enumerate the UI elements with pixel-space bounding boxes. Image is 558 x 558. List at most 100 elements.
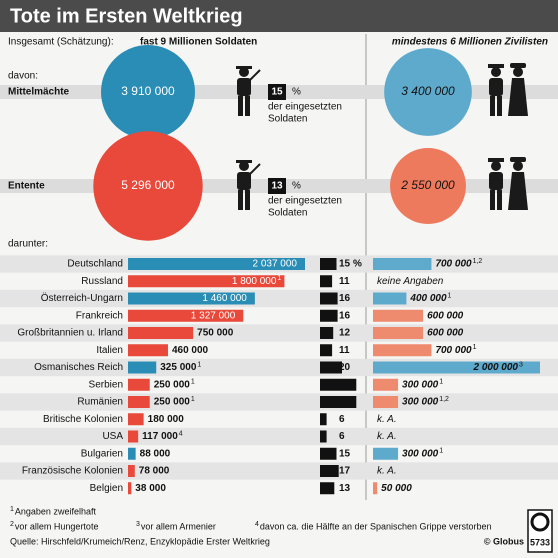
percent-sign: % bbox=[292, 181, 301, 192]
share-box bbox=[268, 178, 286, 194]
soldiers-label: 5 296 000 bbox=[121, 178, 175, 192]
civilians-bar bbox=[373, 309, 424, 322]
share-bar bbox=[320, 361, 342, 374]
footnote-text: vor allem Armenier bbox=[141, 521, 216, 531]
country-name: Britische Kolonien bbox=[43, 414, 123, 425]
soldiers-bar bbox=[128, 413, 144, 426]
share-value: 16 bbox=[339, 293, 351, 304]
footnote-text: vor allem Hungertote bbox=[15, 521, 99, 531]
civilians-label: 300 000 bbox=[402, 448, 439, 459]
civilians-label: 300 000 bbox=[402, 379, 439, 390]
footnote-text: Angaben zweifelhaft bbox=[15, 506, 97, 516]
footnote-ref: 1 bbox=[439, 448, 443, 455]
footnote-mark: 2 bbox=[10, 521, 14, 528]
civilians-bar bbox=[373, 327, 424, 339]
share-value: 33 bbox=[339, 379, 351, 390]
share-bar bbox=[320, 465, 339, 477]
footnote-ref: 1 bbox=[191, 379, 195, 386]
soldiers-bar bbox=[128, 447, 136, 460]
percent-sign: % bbox=[292, 87, 301, 98]
share-bar bbox=[320, 378, 357, 391]
group-name: Mittelmächte bbox=[8, 87, 70, 98]
share-value: 15 bbox=[271, 87, 283, 98]
country-name: Belgien bbox=[90, 483, 123, 494]
soldiers-label: 250 000 bbox=[154, 379, 191, 390]
country-name: USA bbox=[102, 431, 123, 442]
copyright: © Globus bbox=[484, 536, 524, 546]
civilians-label: 600 000 bbox=[427, 328, 464, 339]
civilians-circle bbox=[390, 148, 466, 224]
soldiers-bar bbox=[128, 465, 135, 477]
logo-mark bbox=[530, 512, 550, 532]
soldiers-bar bbox=[128, 378, 150, 391]
share-text: Soldaten bbox=[268, 114, 307, 125]
share-text: der eingesetzten bbox=[268, 196, 342, 207]
footnote-text: davon ca. die Hälfte an der Spanischen G… bbox=[260, 521, 492, 531]
percent-sign: % bbox=[353, 259, 362, 270]
civilians-label: 2 000 000 bbox=[473, 362, 519, 373]
share-bar bbox=[320, 396, 357, 408]
civilians-label: 700 000 bbox=[435, 259, 472, 270]
share-bar bbox=[320, 258, 337, 270]
share-value: 15 bbox=[339, 448, 351, 459]
country-name: Serbien bbox=[89, 379, 123, 390]
soldiers-label: 750 000 bbox=[197, 328, 234, 339]
civilians-bar bbox=[373, 447, 399, 460]
soldiers-label: 460 000 bbox=[172, 345, 209, 356]
soldiers-label: 2 037 000 bbox=[253, 259, 298, 270]
share-bar bbox=[320, 344, 333, 357]
globus-logo bbox=[527, 509, 553, 553]
footnote-ref: 3 bbox=[519, 361, 523, 368]
civilians-bar bbox=[373, 482, 378, 495]
soldiers-label: 325 000 bbox=[160, 362, 197, 373]
soldiers-label: 117 000 bbox=[142, 431, 178, 442]
share-text: Soldaten bbox=[268, 208, 307, 219]
footnote-mark: 3 bbox=[136, 521, 140, 528]
soldiers-bar bbox=[128, 482, 132, 495]
share-value: 15 bbox=[339, 259, 351, 270]
share-value: 11 bbox=[339, 276, 350, 287]
civilians-circle bbox=[384, 48, 472, 136]
civilians-label: k. A. bbox=[377, 466, 397, 477]
icons bbox=[236, 63, 528, 210]
civilians-label: k. A. bbox=[377, 414, 397, 425]
share-bar bbox=[320, 482, 335, 495]
footnote-ref: 1,2 bbox=[439, 396, 449, 403]
civilians-label: k. A. bbox=[377, 431, 397, 442]
country-name: Französische Kolonien bbox=[22, 466, 123, 477]
civilians-bar bbox=[373, 378, 399, 391]
share-bar bbox=[320, 447, 337, 460]
civilians-bar bbox=[373, 396, 399, 408]
share-bar bbox=[320, 275, 333, 288]
footnote-ref: 4 bbox=[179, 430, 183, 437]
soldiers-bar bbox=[128, 309, 244, 322]
civilians-label: 600 000 bbox=[427, 310, 464, 321]
soldiers-label: 3 910 000 bbox=[121, 84, 175, 98]
right-header: mindestens 6 Millionen Zivilisten bbox=[392, 37, 548, 48]
civilians-label: keine Angaben bbox=[377, 276, 444, 287]
soldiers-label: 38 000 bbox=[135, 483, 166, 494]
soldiers-label: 1 327 000 bbox=[191, 310, 236, 321]
share-value: 33 bbox=[339, 397, 351, 408]
share-value: 20 bbox=[339, 362, 351, 373]
soldiers-label: 250 000 bbox=[154, 397, 191, 408]
country-name: Osmanisches Reich bbox=[34, 362, 123, 373]
title-bar bbox=[0, 0, 558, 32]
civilians-bar bbox=[373, 344, 432, 357]
left-header: Insgesamt (Schätzung): bbox=[8, 37, 114, 48]
share-bar bbox=[320, 430, 327, 443]
country-name: Deutschland bbox=[67, 259, 123, 270]
country-name: Rumänien bbox=[77, 397, 123, 408]
country-name: Österreich-Ungarn bbox=[41, 292, 123, 304]
soldiers-circle bbox=[101, 45, 195, 139]
share-value: 13 bbox=[339, 483, 351, 494]
footnote-mark: 1 bbox=[10, 506, 14, 513]
left-header-bold: fast 9 Millionen Soldaten bbox=[140, 37, 257, 48]
darunter-label: darunter: bbox=[8, 239, 48, 250]
civilian-icon bbox=[488, 157, 528, 210]
graphic-number: 5733 bbox=[530, 537, 550, 547]
source: Quelle: Hirschfeld/Krumeich/Renz, Enzykl… bbox=[10, 536, 270, 546]
row-band bbox=[0, 462, 558, 480]
country-name: Russland bbox=[81, 276, 123, 287]
